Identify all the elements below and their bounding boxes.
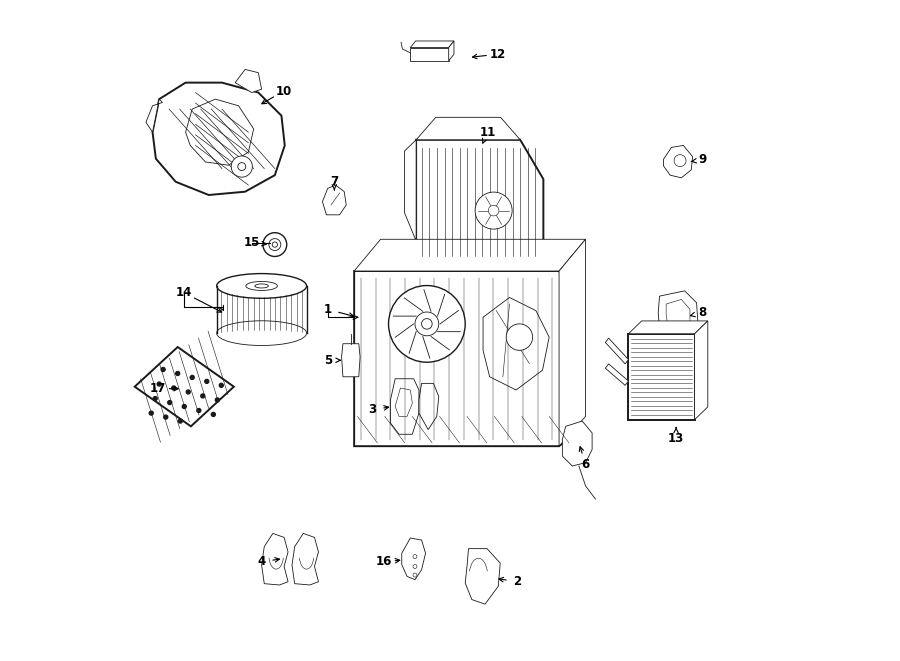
Circle shape: [161, 368, 165, 371]
Circle shape: [220, 383, 223, 387]
Polygon shape: [146, 99, 163, 132]
Polygon shape: [262, 533, 288, 585]
Polygon shape: [410, 41, 454, 48]
Circle shape: [172, 386, 176, 390]
Polygon shape: [405, 140, 416, 241]
Ellipse shape: [246, 282, 277, 290]
Text: 10: 10: [275, 85, 292, 98]
Polygon shape: [322, 185, 346, 215]
Circle shape: [421, 319, 432, 329]
Circle shape: [674, 155, 686, 167]
Circle shape: [475, 192, 512, 229]
Text: 7: 7: [330, 175, 338, 188]
Text: 16: 16: [375, 555, 392, 568]
Polygon shape: [666, 299, 690, 330]
Polygon shape: [135, 347, 234, 426]
Circle shape: [205, 379, 209, 383]
Text: 12: 12: [490, 48, 506, 61]
Circle shape: [186, 390, 190, 394]
Polygon shape: [292, 533, 319, 585]
Polygon shape: [342, 344, 360, 377]
Circle shape: [269, 239, 281, 251]
Polygon shape: [606, 364, 628, 385]
Polygon shape: [185, 99, 254, 165]
Circle shape: [215, 398, 220, 402]
Polygon shape: [663, 145, 693, 178]
Polygon shape: [416, 241, 485, 257]
Circle shape: [212, 412, 215, 416]
Ellipse shape: [255, 284, 268, 288]
Text: 6: 6: [581, 457, 590, 471]
Polygon shape: [628, 334, 695, 420]
Text: 13: 13: [668, 432, 684, 446]
Circle shape: [167, 401, 172, 405]
Text: 9: 9: [698, 153, 706, 167]
Polygon shape: [235, 69, 262, 93]
Polygon shape: [395, 388, 412, 416]
Circle shape: [263, 233, 287, 256]
Polygon shape: [628, 321, 707, 334]
Text: 14: 14: [176, 286, 193, 299]
Circle shape: [413, 555, 417, 559]
Polygon shape: [483, 297, 549, 390]
Polygon shape: [559, 239, 586, 446]
Text: 2: 2: [513, 575, 521, 588]
Polygon shape: [401, 538, 426, 580]
Text: 4: 4: [257, 555, 266, 568]
Circle shape: [149, 411, 153, 415]
Text: 11: 11: [480, 126, 496, 139]
Circle shape: [197, 408, 201, 412]
Text: 5: 5: [324, 354, 332, 367]
Polygon shape: [449, 41, 454, 61]
Circle shape: [164, 415, 167, 419]
Circle shape: [153, 397, 157, 401]
Ellipse shape: [217, 321, 307, 346]
Circle shape: [413, 573, 417, 577]
Polygon shape: [695, 321, 707, 420]
Polygon shape: [418, 383, 439, 430]
Polygon shape: [606, 338, 628, 364]
Text: 1: 1: [324, 303, 332, 316]
Polygon shape: [153, 83, 284, 195]
Polygon shape: [658, 291, 698, 341]
Polygon shape: [355, 239, 586, 271]
Circle shape: [231, 156, 252, 177]
Text: 3: 3: [369, 403, 377, 416]
Circle shape: [176, 371, 180, 375]
Polygon shape: [416, 118, 520, 140]
Circle shape: [238, 163, 246, 171]
Circle shape: [413, 564, 417, 568]
Text: 8: 8: [698, 306, 706, 319]
Circle shape: [506, 324, 533, 350]
Circle shape: [178, 419, 183, 423]
Ellipse shape: [217, 274, 307, 298]
Text: 15: 15: [244, 236, 260, 249]
Circle shape: [201, 394, 205, 398]
Circle shape: [272, 242, 277, 247]
Circle shape: [183, 405, 186, 408]
Circle shape: [415, 312, 439, 336]
Polygon shape: [410, 48, 449, 61]
Polygon shape: [355, 271, 579, 446]
Circle shape: [489, 206, 499, 216]
Circle shape: [389, 286, 465, 362]
Circle shape: [158, 382, 161, 386]
Text: 17: 17: [149, 382, 166, 395]
Circle shape: [190, 375, 194, 379]
Polygon shape: [391, 379, 419, 434]
Polygon shape: [416, 140, 544, 264]
Polygon shape: [562, 421, 592, 466]
Polygon shape: [465, 549, 500, 604]
